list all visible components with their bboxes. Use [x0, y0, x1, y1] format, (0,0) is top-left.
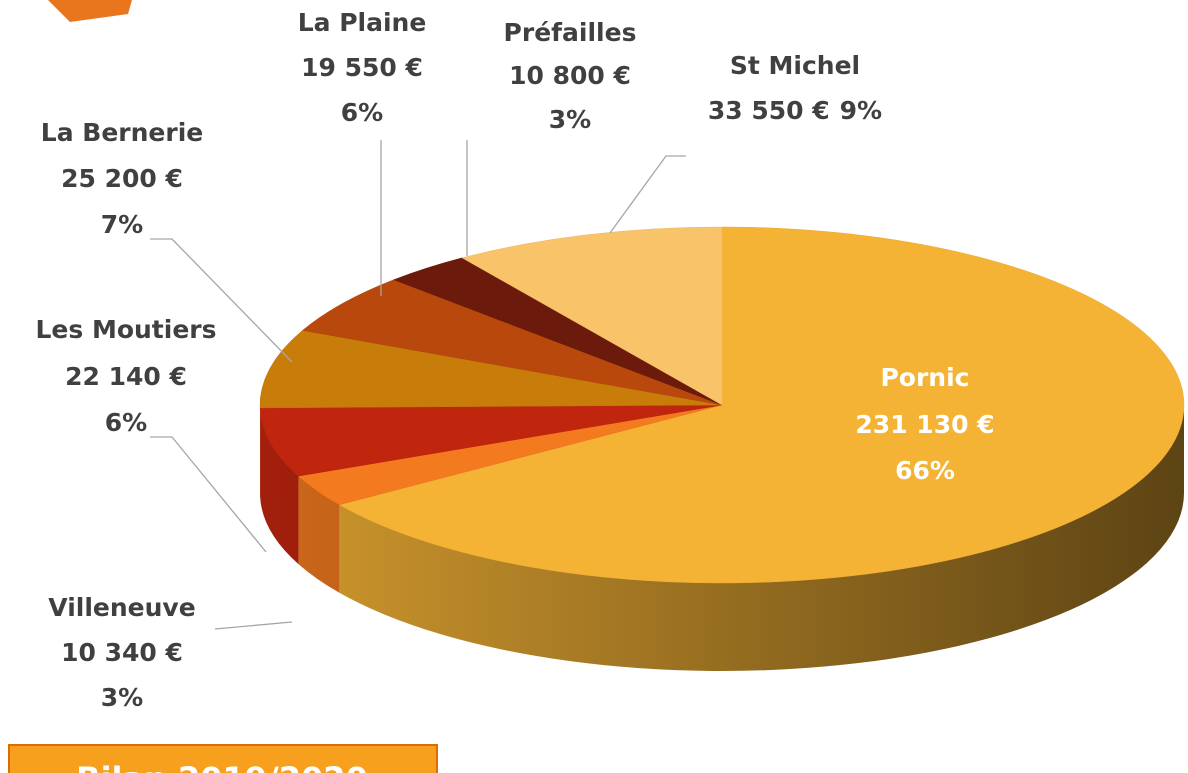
value-label: 10 800 €	[509, 61, 631, 90]
slice	[338, 226, 1185, 584]
slice-label: La Bernerie	[41, 118, 203, 147]
percent-label: 66%	[895, 456, 955, 485]
slice	[259, 330, 723, 409]
slice-label: Villeneuve	[48, 593, 195, 622]
value-label: 231 130 €	[855, 410, 994, 439]
footer-box	[8, 744, 438, 773]
value-label: 22 140 €	[65, 362, 187, 391]
slice-side	[339, 405, 1184, 672]
slice	[461, 226, 723, 406]
slice-label: Pornic	[880, 363, 969, 392]
percent-label: 7%	[101, 210, 143, 239]
slice-side	[260, 407, 299, 565]
percent-label: 6%	[105, 408, 147, 437]
slice	[301, 279, 723, 406]
slice-label: Les Moutiers	[35, 315, 216, 344]
value-label: 10 340 €	[61, 638, 183, 667]
leader-line	[609, 155, 686, 234]
slice-label: Préfailles	[504, 18, 637, 47]
leader-line	[214, 621, 293, 630]
percent-label: 9%	[840, 96, 882, 125]
percent-label: 6%	[341, 98, 383, 127]
slice-label: St Michel	[730, 51, 860, 80]
leader-line	[150, 238, 293, 363]
value-label: 25 200 €	[61, 164, 183, 193]
leader-line	[150, 436, 267, 553]
slice-label: La Plaine	[298, 8, 427, 37]
footer-label: Bilan 2019/2020	[76, 760, 368, 773]
slice-side	[298, 476, 340, 593]
value-label: 19 550 €	[301, 53, 423, 82]
value-label: 33 550 €	[708, 96, 830, 125]
percent-label: 3%	[549, 105, 591, 134]
slice-label-line: 33 550 € 9%	[708, 96, 882, 125]
corner-decoration	[48, 0, 132, 22]
percent-label: 3%	[101, 683, 143, 712]
slice	[259, 404, 723, 477]
